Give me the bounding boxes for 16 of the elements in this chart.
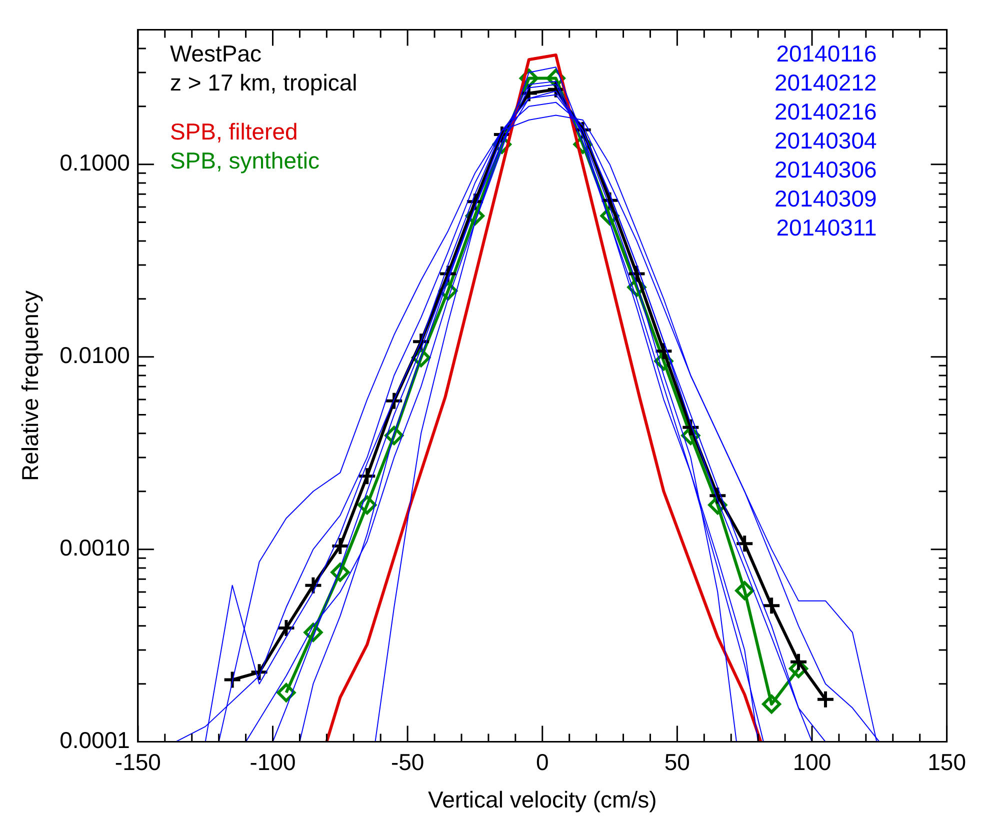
text: SPB, filtered [170, 118, 298, 145]
annotation: 20140116 20140212 20140216 20140304 20140306 20140309 20140311 [774, 40, 878, 241]
y-axis-title: Relative frequency [17, 290, 44, 482]
x-tick-label: 100 [792, 748, 832, 775]
annotation: WestPac [170, 40, 262, 67]
y-tick-label: 0.0100 [60, 342, 130, 368]
x-tick-label: 150 [928, 748, 966, 775]
x-axis-title: Vertical velocity (cm/s) [428, 786, 657, 813]
x-tick-label: -50 [390, 748, 424, 775]
x-tick-label: -100 [250, 748, 296, 775]
y-tick-label: 0.1000 [60, 150, 130, 176]
text: SPB, synthetic [170, 148, 320, 174]
annotation: z > 17 km, tropical [170, 70, 358, 96]
x-tick-label: 0 [536, 748, 549, 775]
x-tick-label: 50 [664, 748, 690, 775]
y-tick-label: 0.0010 [60, 534, 130, 561]
